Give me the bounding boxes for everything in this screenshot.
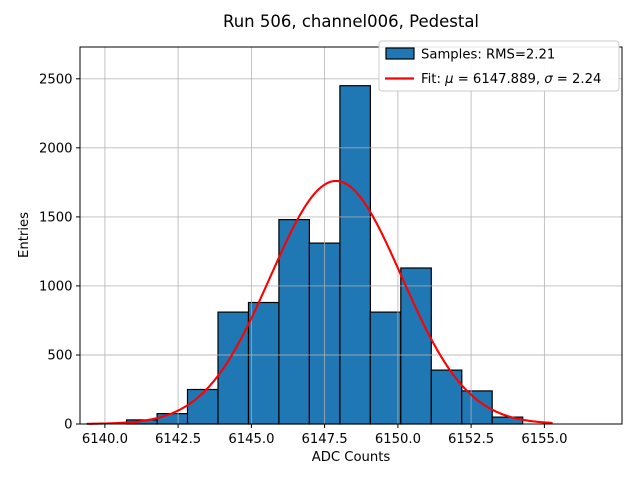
histogram-bar xyxy=(186,388,219,425)
legend-frame xyxy=(378,40,620,92)
chart-title: Run 506, channel006, Pedestal xyxy=(223,12,479,31)
histogram-bar xyxy=(339,85,371,425)
plot-border xyxy=(79,46,623,425)
y-tick-label: 2000 xyxy=(39,141,73,156)
histogram-bar xyxy=(247,301,280,425)
x-tick-label: 6152.5 xyxy=(448,432,494,447)
histogram-bar xyxy=(156,413,189,425)
x-tick-label: 6155.0 xyxy=(521,432,567,447)
histogram-bar xyxy=(369,311,402,425)
x-tick-label: 6142.5 xyxy=(155,432,201,447)
x-tick-label: 6150.0 xyxy=(375,432,421,447)
y-tick-label: 500 xyxy=(47,349,72,364)
fit-curve-layer xyxy=(86,179,553,425)
y-tick-label: 2500 xyxy=(39,72,73,87)
x-tick-label: 6140.0 xyxy=(82,432,128,447)
x-tick-label: 6147.5 xyxy=(302,432,348,447)
legend-samples-swatch xyxy=(385,47,415,60)
x-axis-label: ADC Counts xyxy=(312,450,391,465)
y-tick-label: 1000 xyxy=(39,279,73,294)
legend-samples-label: Samples: RMS=2.21 xyxy=(421,48,555,63)
axes-layer: 6140.0 6142.5 6145.0 6147.5 6150.0 6152.5 6155… xyxy=(39,46,623,447)
gaussian-fit-curve xyxy=(86,179,553,425)
legend: Samples: RMS=2.21 Fit: μ = 6147.889, σ =… xyxy=(378,40,620,92)
histogram-bar xyxy=(400,267,432,425)
x-tick-label: 6145.0 xyxy=(228,432,274,447)
y-tick-label: 0 xyxy=(64,418,72,433)
y-axis-label: Entries xyxy=(17,212,32,258)
legend-fit-label: Fit: μ = 6147.889, σ = 2.24 xyxy=(421,72,601,87)
histogram-bar xyxy=(278,219,310,425)
y-tick-label: 1500 xyxy=(39,210,73,225)
